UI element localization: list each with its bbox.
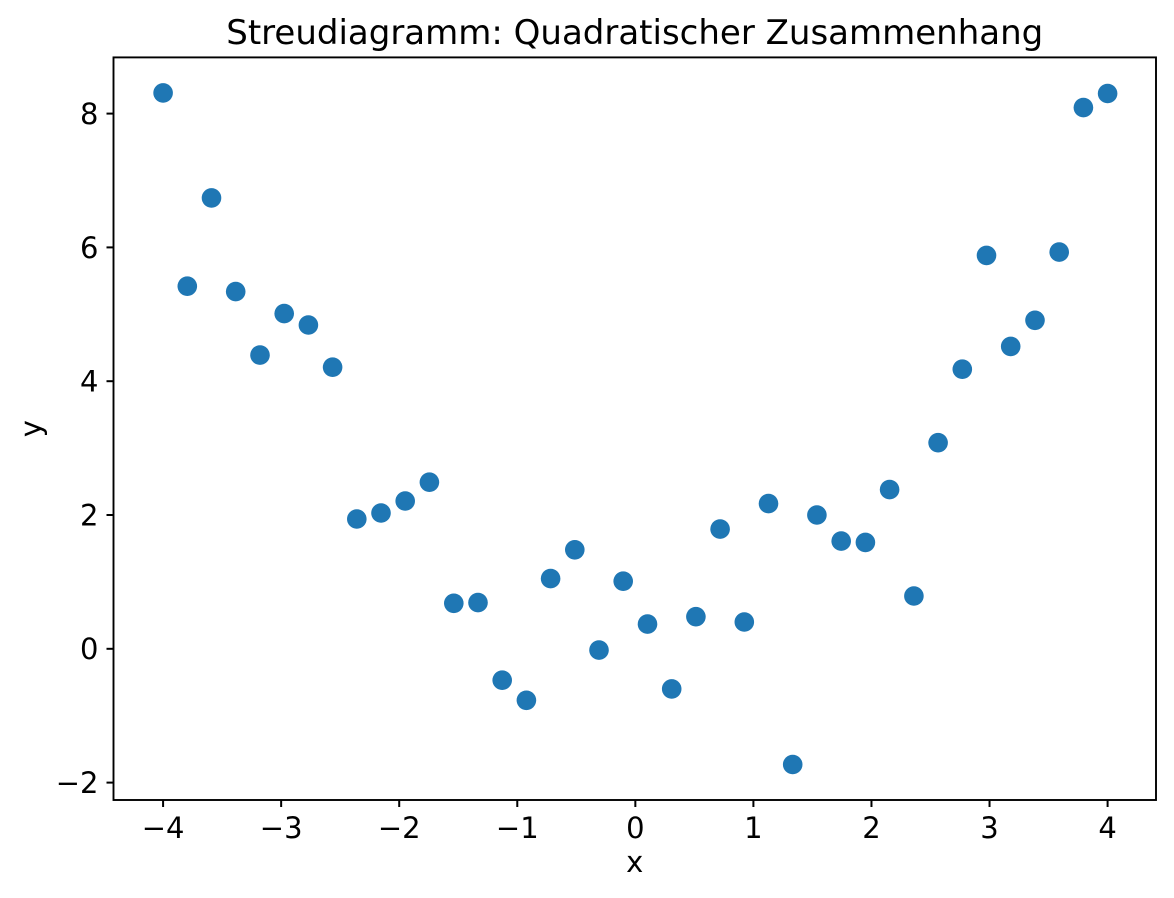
data-point [153,83,173,103]
x-tick-label: −2 [378,811,421,845]
data-point [250,345,270,365]
data-point [782,754,803,775]
axes-frame [112,56,1157,801]
data-point [395,491,416,511]
data-point [855,532,876,553]
data-point [1025,310,1045,331]
x-tick-label: 1 [744,811,762,845]
data-point [904,586,924,606]
data-point [177,276,198,297]
x-axis-ticks: −4 −3 −2 −1 0 1 2 3 4 [142,800,1117,845]
data-point [468,592,488,613]
data-point [879,479,900,500]
data-point [540,568,561,589]
data-point [225,281,246,302]
x-tick-label: 2 [862,811,880,845]
data-point [565,540,585,560]
y-axis-ticks: −2 0 2 4 6 8 [56,97,114,800]
data-point [807,505,827,525]
x-axis-label: x [626,845,643,879]
data-point [516,690,537,711]
data-point [1097,83,1118,104]
data-point [831,531,851,551]
data-point [274,303,295,324]
y-tick-label: 2 [80,498,98,532]
y-tick-label: 4 [80,365,98,399]
data-point [419,472,440,493]
data-point [613,571,633,591]
data-point [444,593,464,614]
data-point [371,503,391,523]
y-tick-label: 6 [80,231,98,265]
data-point [1049,242,1069,262]
data-point [661,679,682,699]
x-tick-label: −3 [260,811,303,845]
y-tick-label: 8 [80,97,98,131]
data-point [1073,97,1094,118]
x-tick-label: 4 [1098,811,1116,845]
x-tick-label: −1 [496,811,539,845]
data-point [298,315,319,335]
data-point [734,612,755,632]
x-tick-label: 0 [626,811,644,845]
data-point [686,606,706,627]
data-point [976,245,997,266]
data-point [201,188,222,208]
data-point [637,614,658,634]
data-point [322,357,343,378]
y-tick-label: 0 [80,632,98,666]
data-point [928,432,948,453]
y-tick-label: −2 [56,766,99,800]
data-point [492,670,512,690]
points-group [153,83,1118,775]
data-point [589,640,609,660]
y-axis-label: y [14,420,48,437]
data-point [758,493,779,514]
x-tick-label: −4 [142,811,185,845]
data-point [952,359,973,380]
data-point [1000,336,1021,357]
data-point [347,509,367,529]
x-tick-label: 3 [980,811,998,845]
data-point [710,519,730,539]
chart-title: Streudiagramm: Quadratischer Zusammenhan… [226,13,1043,53]
